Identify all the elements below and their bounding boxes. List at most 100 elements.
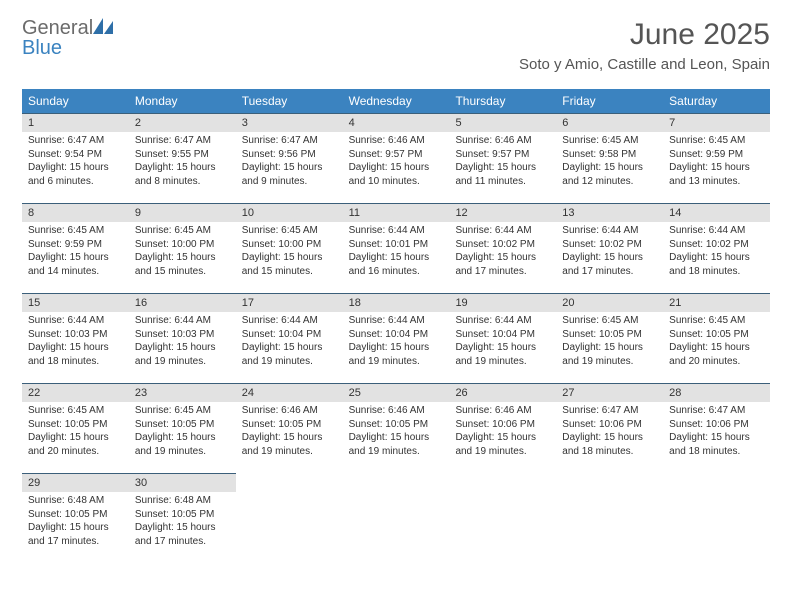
daylight-line: Daylight: 15 hours and 18 minutes. (562, 431, 657, 458)
day-number: 14 (663, 203, 770, 222)
daylight-line: Daylight: 15 hours and 19 minutes. (562, 341, 657, 368)
day-content: Sunrise: 6:47 AMSunset: 9:55 PMDaylight:… (129, 132, 236, 194)
sunrise-line: Sunrise: 6:47 AM (28, 134, 123, 148)
day-content: Sunrise: 6:44 AMSunset: 10:04 PMDaylight… (449, 312, 556, 374)
sunset-line: Sunset: 9:56 PM (242, 148, 337, 162)
day-cell: 28Sunrise: 6:47 AMSunset: 10:06 PMDaylig… (663, 383, 770, 473)
daylight-line: Daylight: 15 hours and 20 minutes. (669, 341, 764, 368)
sunset-line: Sunset: 10:05 PM (135, 508, 230, 522)
sunset-line: Sunset: 10:00 PM (135, 238, 230, 252)
day-content: Sunrise: 6:45 AMSunset: 10:00 PMDaylight… (129, 222, 236, 284)
daylight-line: Daylight: 15 hours and 16 minutes. (349, 251, 444, 278)
day-cell: .. (343, 473, 450, 563)
sunset-line: Sunset: 9:55 PM (135, 148, 230, 162)
logo: GeneralBlue (22, 18, 115, 58)
sunset-line: Sunset: 10:02 PM (455, 238, 550, 252)
sunset-line: Sunset: 10:05 PM (28, 418, 123, 432)
day-cell: 2Sunrise: 6:47 AMSunset: 9:55 PMDaylight… (129, 113, 236, 203)
week-row: 29Sunrise: 6:48 AMSunset: 10:05 PMDaylig… (22, 473, 770, 563)
day-number: 10 (236, 203, 343, 222)
day-number: 28 (663, 383, 770, 402)
daylight-line: Daylight: 15 hours and 17 minutes. (28, 521, 123, 548)
daylight-line: Daylight: 15 hours and 19 minutes. (135, 431, 230, 458)
weekday-tuesday: Tuesday (236, 89, 343, 113)
daylight-line: Daylight: 15 hours and 14 minutes. (28, 251, 123, 278)
day-cell: 18Sunrise: 6:44 AMSunset: 10:04 PMDaylig… (343, 293, 450, 383)
day-content: Sunrise: 6:45 AMSunset: 9:59 PMDaylight:… (22, 222, 129, 284)
day-cell: 30Sunrise: 6:48 AMSunset: 10:05 PMDaylig… (129, 473, 236, 563)
sunset-line: Sunset: 10:05 PM (349, 418, 444, 432)
header: GeneralBlue June 2025 Soto y Amio, Casti… (0, 0, 792, 79)
day-number: 4 (343, 113, 450, 132)
day-number: 12 (449, 203, 556, 222)
day-content: Sunrise: 6:45 AMSunset: 9:59 PMDaylight:… (663, 132, 770, 194)
week-row: 22Sunrise: 6:45 AMSunset: 10:05 PMDaylig… (22, 383, 770, 473)
sunrise-line: Sunrise: 6:44 AM (28, 314, 123, 328)
daylight-line: Daylight: 15 hours and 18 minutes. (669, 431, 764, 458)
day-content: Sunrise: 6:46 AMSunset: 9:57 PMDaylight:… (449, 132, 556, 194)
sunrise-line: Sunrise: 6:47 AM (669, 404, 764, 418)
day-cell: 6Sunrise: 6:45 AMSunset: 9:58 PMDaylight… (556, 113, 663, 203)
day-cell: .. (663, 473, 770, 563)
sunrise-line: Sunrise: 6:45 AM (28, 224, 123, 238)
day-number: 13 (556, 203, 663, 222)
day-number: 2 (129, 113, 236, 132)
sunrise-line: Sunrise: 6:45 AM (562, 134, 657, 148)
day-content: Sunrise: 6:44 AMSunset: 10:04 PMDaylight… (343, 312, 450, 374)
sunset-line: Sunset: 10:05 PM (242, 418, 337, 432)
day-cell: 27Sunrise: 6:47 AMSunset: 10:06 PMDaylig… (556, 383, 663, 473)
daylight-line: Daylight: 15 hours and 19 minutes. (455, 431, 550, 458)
day-cell: 22Sunrise: 6:45 AMSunset: 10:05 PMDaylig… (22, 383, 129, 473)
day-cell: 4Sunrise: 6:46 AMSunset: 9:57 PMDaylight… (343, 113, 450, 203)
day-content: Sunrise: 6:44 AMSunset: 10:03 PMDaylight… (129, 312, 236, 374)
day-number: 22 (22, 383, 129, 402)
daylight-line: Daylight: 15 hours and 15 minutes. (135, 251, 230, 278)
day-content: Sunrise: 6:46 AMSunset: 10:05 PMDaylight… (343, 402, 450, 464)
sunrise-line: Sunrise: 6:45 AM (135, 404, 230, 418)
day-cell: 10Sunrise: 6:45 AMSunset: 10:00 PMDaylig… (236, 203, 343, 293)
weekday-saturday: Saturday (663, 89, 770, 113)
day-number: 25 (343, 383, 450, 402)
sunset-line: Sunset: 10:04 PM (455, 328, 550, 342)
day-number: 16 (129, 293, 236, 312)
weeks-container: 1Sunrise: 6:47 AMSunset: 9:54 PMDaylight… (22, 113, 770, 563)
day-content: Sunrise: 6:45 AMSunset: 9:58 PMDaylight:… (556, 132, 663, 194)
title-block: June 2025 Soto y Amio, Castille and Leon… (519, 18, 770, 73)
day-cell: 16Sunrise: 6:44 AMSunset: 10:03 PMDaylig… (129, 293, 236, 383)
day-number: 18 (343, 293, 450, 312)
day-content: Sunrise: 6:46 AMSunset: 10:06 PMDaylight… (449, 402, 556, 464)
sunrise-line: Sunrise: 6:44 AM (669, 224, 764, 238)
day-number: 29 (22, 473, 129, 492)
day-number: 7 (663, 113, 770, 132)
day-content: Sunrise: 6:47 AMSunset: 9:56 PMDaylight:… (236, 132, 343, 194)
day-content: Sunrise: 6:47 AMSunset: 10:06 PMDaylight… (556, 402, 663, 464)
sunrise-line: Sunrise: 6:47 AM (562, 404, 657, 418)
day-number: 24 (236, 383, 343, 402)
day-cell: 14Sunrise: 6:44 AMSunset: 10:02 PMDaylig… (663, 203, 770, 293)
day-cell: 29Sunrise: 6:48 AMSunset: 10:05 PMDaylig… (22, 473, 129, 563)
sunrise-line: Sunrise: 6:47 AM (135, 134, 230, 148)
daylight-line: Daylight: 15 hours and 19 minutes. (349, 431, 444, 458)
sunrise-line: Sunrise: 6:46 AM (349, 134, 444, 148)
day-cell: 19Sunrise: 6:44 AMSunset: 10:04 PMDaylig… (449, 293, 556, 383)
sunrise-line: Sunrise: 6:46 AM (349, 404, 444, 418)
sunset-line: Sunset: 9:58 PM (562, 148, 657, 162)
sunrise-line: Sunrise: 6:48 AM (135, 494, 230, 508)
day-content: Sunrise: 6:44 AMSunset: 10:01 PMDaylight… (343, 222, 450, 284)
sunset-line: Sunset: 10:06 PM (562, 418, 657, 432)
day-content: Sunrise: 6:45 AMSunset: 10:05 PMDaylight… (22, 402, 129, 464)
day-number: 9 (129, 203, 236, 222)
day-number: 6 (556, 113, 663, 132)
day-number: 23 (129, 383, 236, 402)
sunrise-line: Sunrise: 6:48 AM (28, 494, 123, 508)
week-row: 15Sunrise: 6:44 AMSunset: 10:03 PMDaylig… (22, 293, 770, 383)
sunrise-line: Sunrise: 6:47 AM (242, 134, 337, 148)
daylight-line: Daylight: 15 hours and 19 minutes. (242, 341, 337, 368)
day-number: 20 (556, 293, 663, 312)
sunset-line: Sunset: 10:06 PM (455, 418, 550, 432)
day-number: 17 (236, 293, 343, 312)
daylight-line: Daylight: 15 hours and 20 minutes. (28, 431, 123, 458)
day-cell: 15Sunrise: 6:44 AMSunset: 10:03 PMDaylig… (22, 293, 129, 383)
day-number: 15 (22, 293, 129, 312)
sunrise-line: Sunrise: 6:45 AM (28, 404, 123, 418)
